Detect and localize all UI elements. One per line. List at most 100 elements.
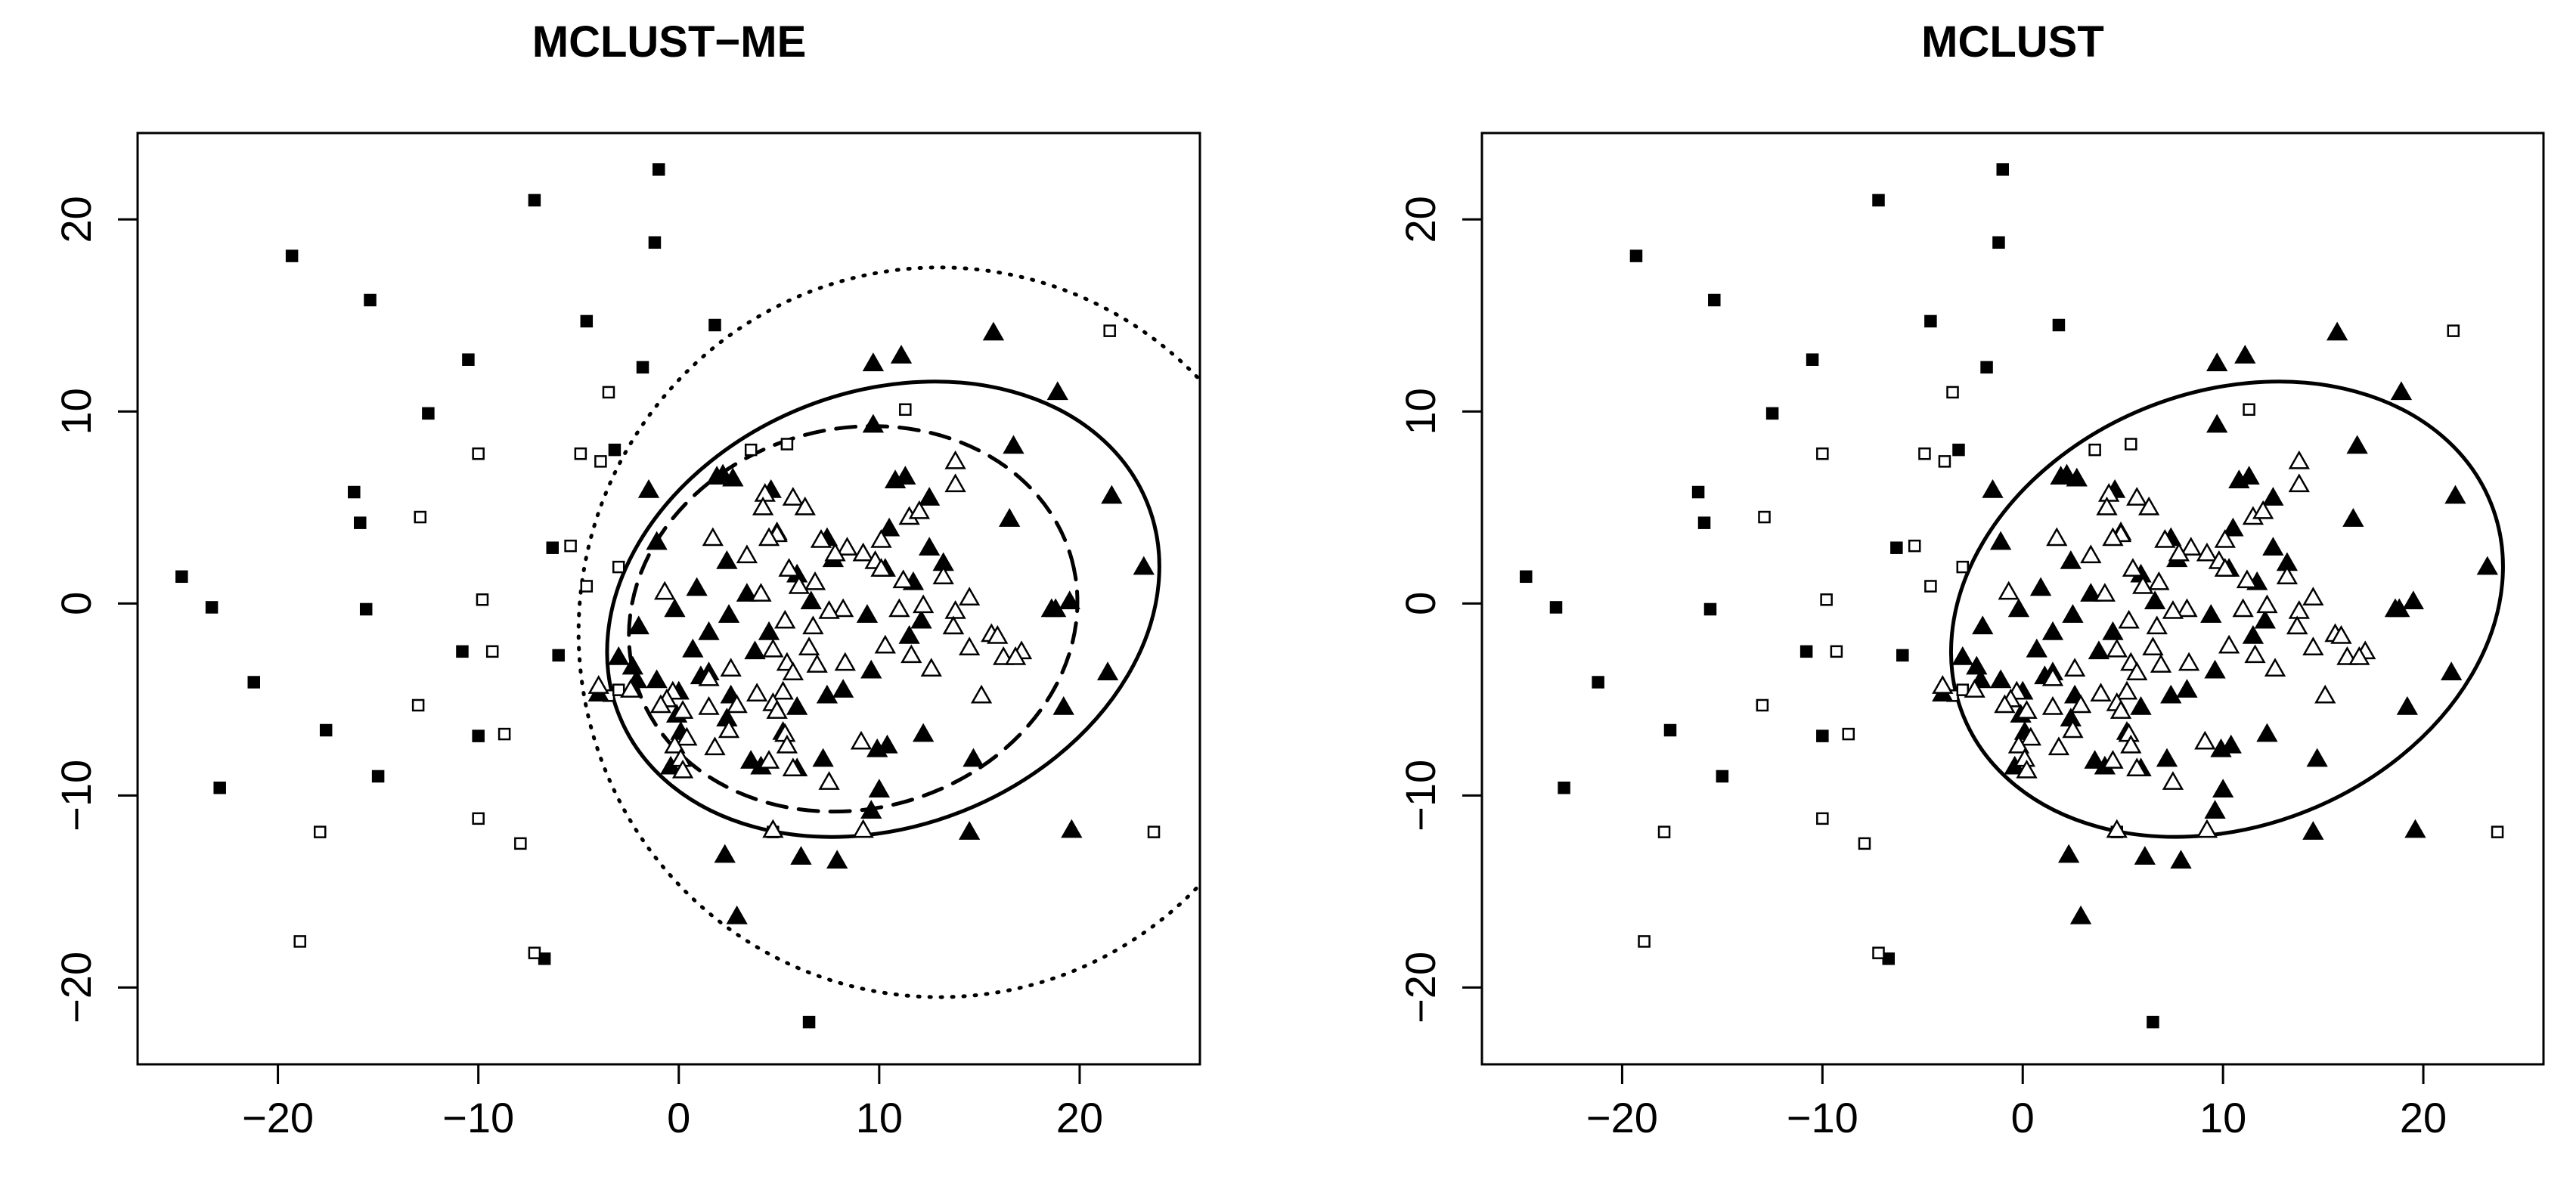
point-open-square bbox=[1946, 386, 1959, 399]
point-open-square bbox=[528, 946, 541, 959]
point-filled-triangle bbox=[894, 466, 916, 485]
point-open-triangle bbox=[958, 636, 981, 656]
y-tick-label: −20 bbox=[52, 952, 100, 1024]
point-filled-triangle bbox=[800, 590, 822, 610]
point-open-triangle bbox=[2232, 598, 2254, 618]
plot-frame bbox=[136, 132, 1201, 1066]
point-open-triangle bbox=[762, 638, 784, 658]
point-open-triangle bbox=[850, 730, 873, 750]
point-filled-square bbox=[1872, 194, 1885, 207]
point-open-triangle bbox=[2109, 700, 2132, 719]
point-open-triangle bbox=[824, 542, 846, 562]
point-filled-triangle bbox=[2238, 466, 2260, 485]
point-open-triangle bbox=[942, 615, 965, 635]
point-filled-triangle bbox=[890, 345, 913, 364]
point-open-triangle bbox=[752, 496, 774, 516]
chart-title: MCLUST bbox=[1921, 17, 2104, 67]
point-filled-square bbox=[1799, 645, 1813, 658]
x-tick-label: 20 bbox=[2400, 1094, 2447, 1141]
point-filled-triangle bbox=[2212, 779, 2234, 798]
point-filled-triangle bbox=[646, 531, 668, 550]
point-filled-triangle bbox=[2440, 661, 2463, 681]
point-open-triangle bbox=[758, 750, 780, 769]
point-open-square bbox=[514, 837, 527, 850]
point-filled-triangle bbox=[816, 684, 839, 704]
point-filled-triangle bbox=[786, 696, 808, 715]
point-open-triangle bbox=[802, 615, 824, 635]
point-filled-square bbox=[354, 516, 367, 529]
point-open-triangle bbox=[2286, 615, 2308, 635]
panel-mclust: MCLUST −20 −10 0 10 20 −20 −10 0 10 20 bbox=[1396, 17, 2545, 1141]
point-filled-square bbox=[319, 723, 333, 737]
point-open-triangle bbox=[892, 569, 914, 589]
point-open-square bbox=[2447, 324, 2460, 337]
point-open-triangle bbox=[2196, 542, 2218, 562]
y-tick-label: 20 bbox=[52, 196, 100, 243]
point-open-triangle bbox=[2218, 634, 2240, 654]
point-open-square bbox=[1830, 645, 1843, 658]
point-open-triangle bbox=[2196, 819, 2218, 838]
point-open-triangle bbox=[944, 450, 966, 469]
point-open-triangle bbox=[2041, 696, 2064, 715]
point-filled-square bbox=[1558, 781, 1570, 794]
point-open-triangle bbox=[587, 675, 609, 694]
point-open-square bbox=[1816, 812, 1829, 825]
point-filled-triangle bbox=[910, 609, 932, 629]
point-filled-triangle bbox=[862, 352, 885, 372]
point-open-triangle bbox=[806, 654, 828, 673]
point-filled-square bbox=[1890, 541, 1903, 554]
point-filled-triangle bbox=[2134, 846, 2156, 865]
point-filled-square bbox=[1703, 602, 1717, 616]
point-filled-square bbox=[1691, 485, 1705, 499]
point-open-triangle bbox=[2120, 734, 2142, 754]
point-filled-triangle bbox=[790, 846, 812, 865]
point-open-square bbox=[1872, 946, 1885, 959]
point-open-triangle bbox=[2142, 636, 2164, 656]
point-open-square bbox=[1816, 447, 1829, 460]
point-filled-triangle bbox=[1951, 646, 1973, 665]
point-open-triangle bbox=[2106, 638, 2128, 658]
y-tick-label: −10 bbox=[52, 760, 100, 832]
point-filled-square bbox=[462, 353, 475, 366]
point-filled-triangle bbox=[2404, 819, 2426, 838]
point-open-square bbox=[472, 447, 485, 460]
point-filled-triangle bbox=[1982, 478, 2004, 498]
point-filled-square bbox=[708, 318, 721, 332]
point-filled-triangle bbox=[2156, 748, 2178, 767]
point-open-square bbox=[612, 683, 625, 696]
point-open-triangle bbox=[944, 473, 966, 493]
point-filled-triangle bbox=[2390, 381, 2413, 401]
solid-contour bbox=[1948, 379, 2505, 839]
point-filled-square bbox=[802, 1015, 816, 1029]
point-open-square bbox=[1918, 447, 1931, 460]
point-filled-triangle bbox=[637, 478, 660, 498]
point-open-triangle bbox=[671, 700, 694, 719]
point-open-triangle bbox=[718, 719, 740, 739]
point-filled-square bbox=[1629, 249, 1643, 262]
point-open-triangle bbox=[1964, 679, 1985, 698]
point-open-triangle bbox=[774, 609, 796, 629]
point-open-triangle bbox=[874, 634, 896, 654]
point-filled-triangle bbox=[812, 748, 834, 767]
point-filled-square bbox=[1992, 236, 2005, 249]
point-filled-triangle bbox=[958, 821, 981, 840]
point-open-triangle bbox=[2137, 496, 2160, 516]
point-filled-triangle bbox=[2176, 679, 2198, 698]
y-tick-label: −20 bbox=[1396, 952, 1444, 1024]
point-filled-square bbox=[2052, 318, 2066, 332]
x-tick-label: 20 bbox=[1056, 1094, 1103, 1141]
point-open-square bbox=[1956, 560, 1970, 574]
x-tick-label: 0 bbox=[667, 1094, 690, 1141]
point-open-triangle bbox=[2168, 542, 2190, 562]
point-filled-square bbox=[1549, 601, 1563, 614]
point-open-triangle bbox=[2256, 594, 2278, 614]
point-open-triangle bbox=[1932, 675, 1954, 694]
point-filled-triangle bbox=[2041, 621, 2064, 640]
point-filled-square bbox=[348, 485, 361, 499]
point-open-square bbox=[1657, 825, 1671, 838]
point-filled-triangle bbox=[722, 467, 744, 487]
point-filled-triangle bbox=[918, 487, 941, 506]
point-open-triangle bbox=[1004, 646, 1027, 665]
point-open-triangle bbox=[772, 680, 794, 700]
